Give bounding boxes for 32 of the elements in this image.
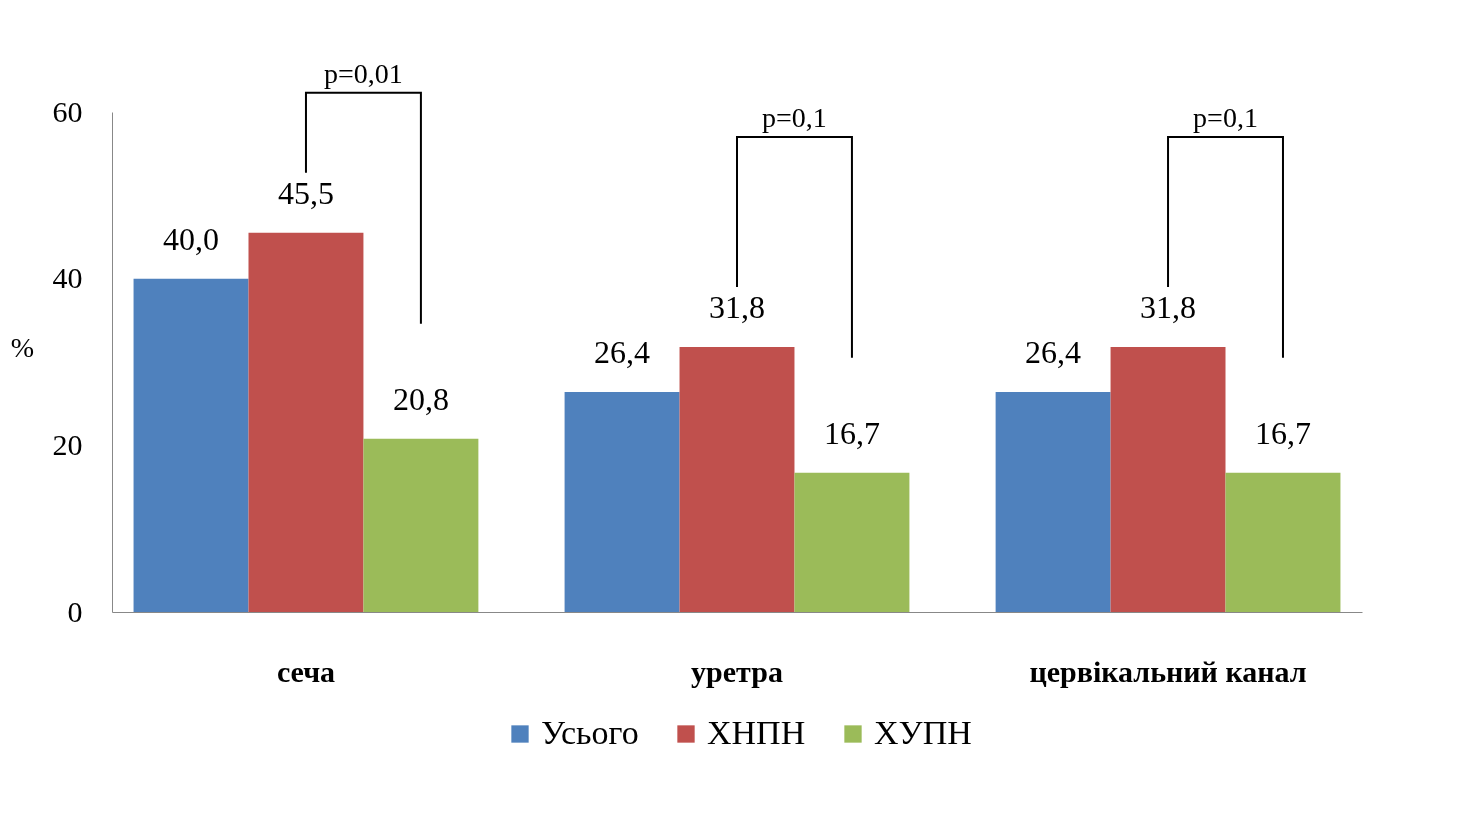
data-label: 45,5 (277, 174, 334, 211)
data-label: 16,7 (1254, 414, 1311, 451)
bar (564, 392, 680, 612)
x-tick-label: сеча (276, 654, 336, 688)
y-tick-label: 20 (52, 427, 83, 461)
annotation: p=0,1 (762, 102, 827, 133)
data-label: 31,8 (1140, 289, 1197, 325)
y-tick-label: 0 (67, 594, 83, 628)
bar (133, 278, 249, 612)
text: p=0,01 (324, 57, 403, 89)
bar (794, 472, 910, 612)
y-axis-title: % (10, 331, 35, 363)
legend-label: Усього (541, 714, 639, 751)
y-tick-label: 60 (52, 94, 83, 128)
bar (363, 438, 479, 612)
data-label: 20,8 (392, 380, 449, 417)
data-label: 40,0 (163, 220, 220, 257)
data-label: 16,7 (823, 414, 880, 451)
legend-label: ХНПН (707, 714, 806, 751)
x-tick-label: уретра (691, 654, 783, 688)
data-label: 26,4 (594, 334, 651, 370)
legend-label: ХУПН (874, 714, 972, 751)
bar (1225, 472, 1341, 612)
bar (679, 347, 795, 612)
bar (248, 232, 364, 612)
y-tick-label: 40 (52, 261, 83, 295)
data-label: 26,4 (1025, 334, 1082, 370)
data-label: 31,8 (709, 289, 765, 325)
annotation: p=0,1 (1193, 102, 1258, 133)
x-tick-label: цервікальний канал (1029, 654, 1307, 688)
bar (995, 392, 1111, 612)
bar (1110, 347, 1226, 612)
